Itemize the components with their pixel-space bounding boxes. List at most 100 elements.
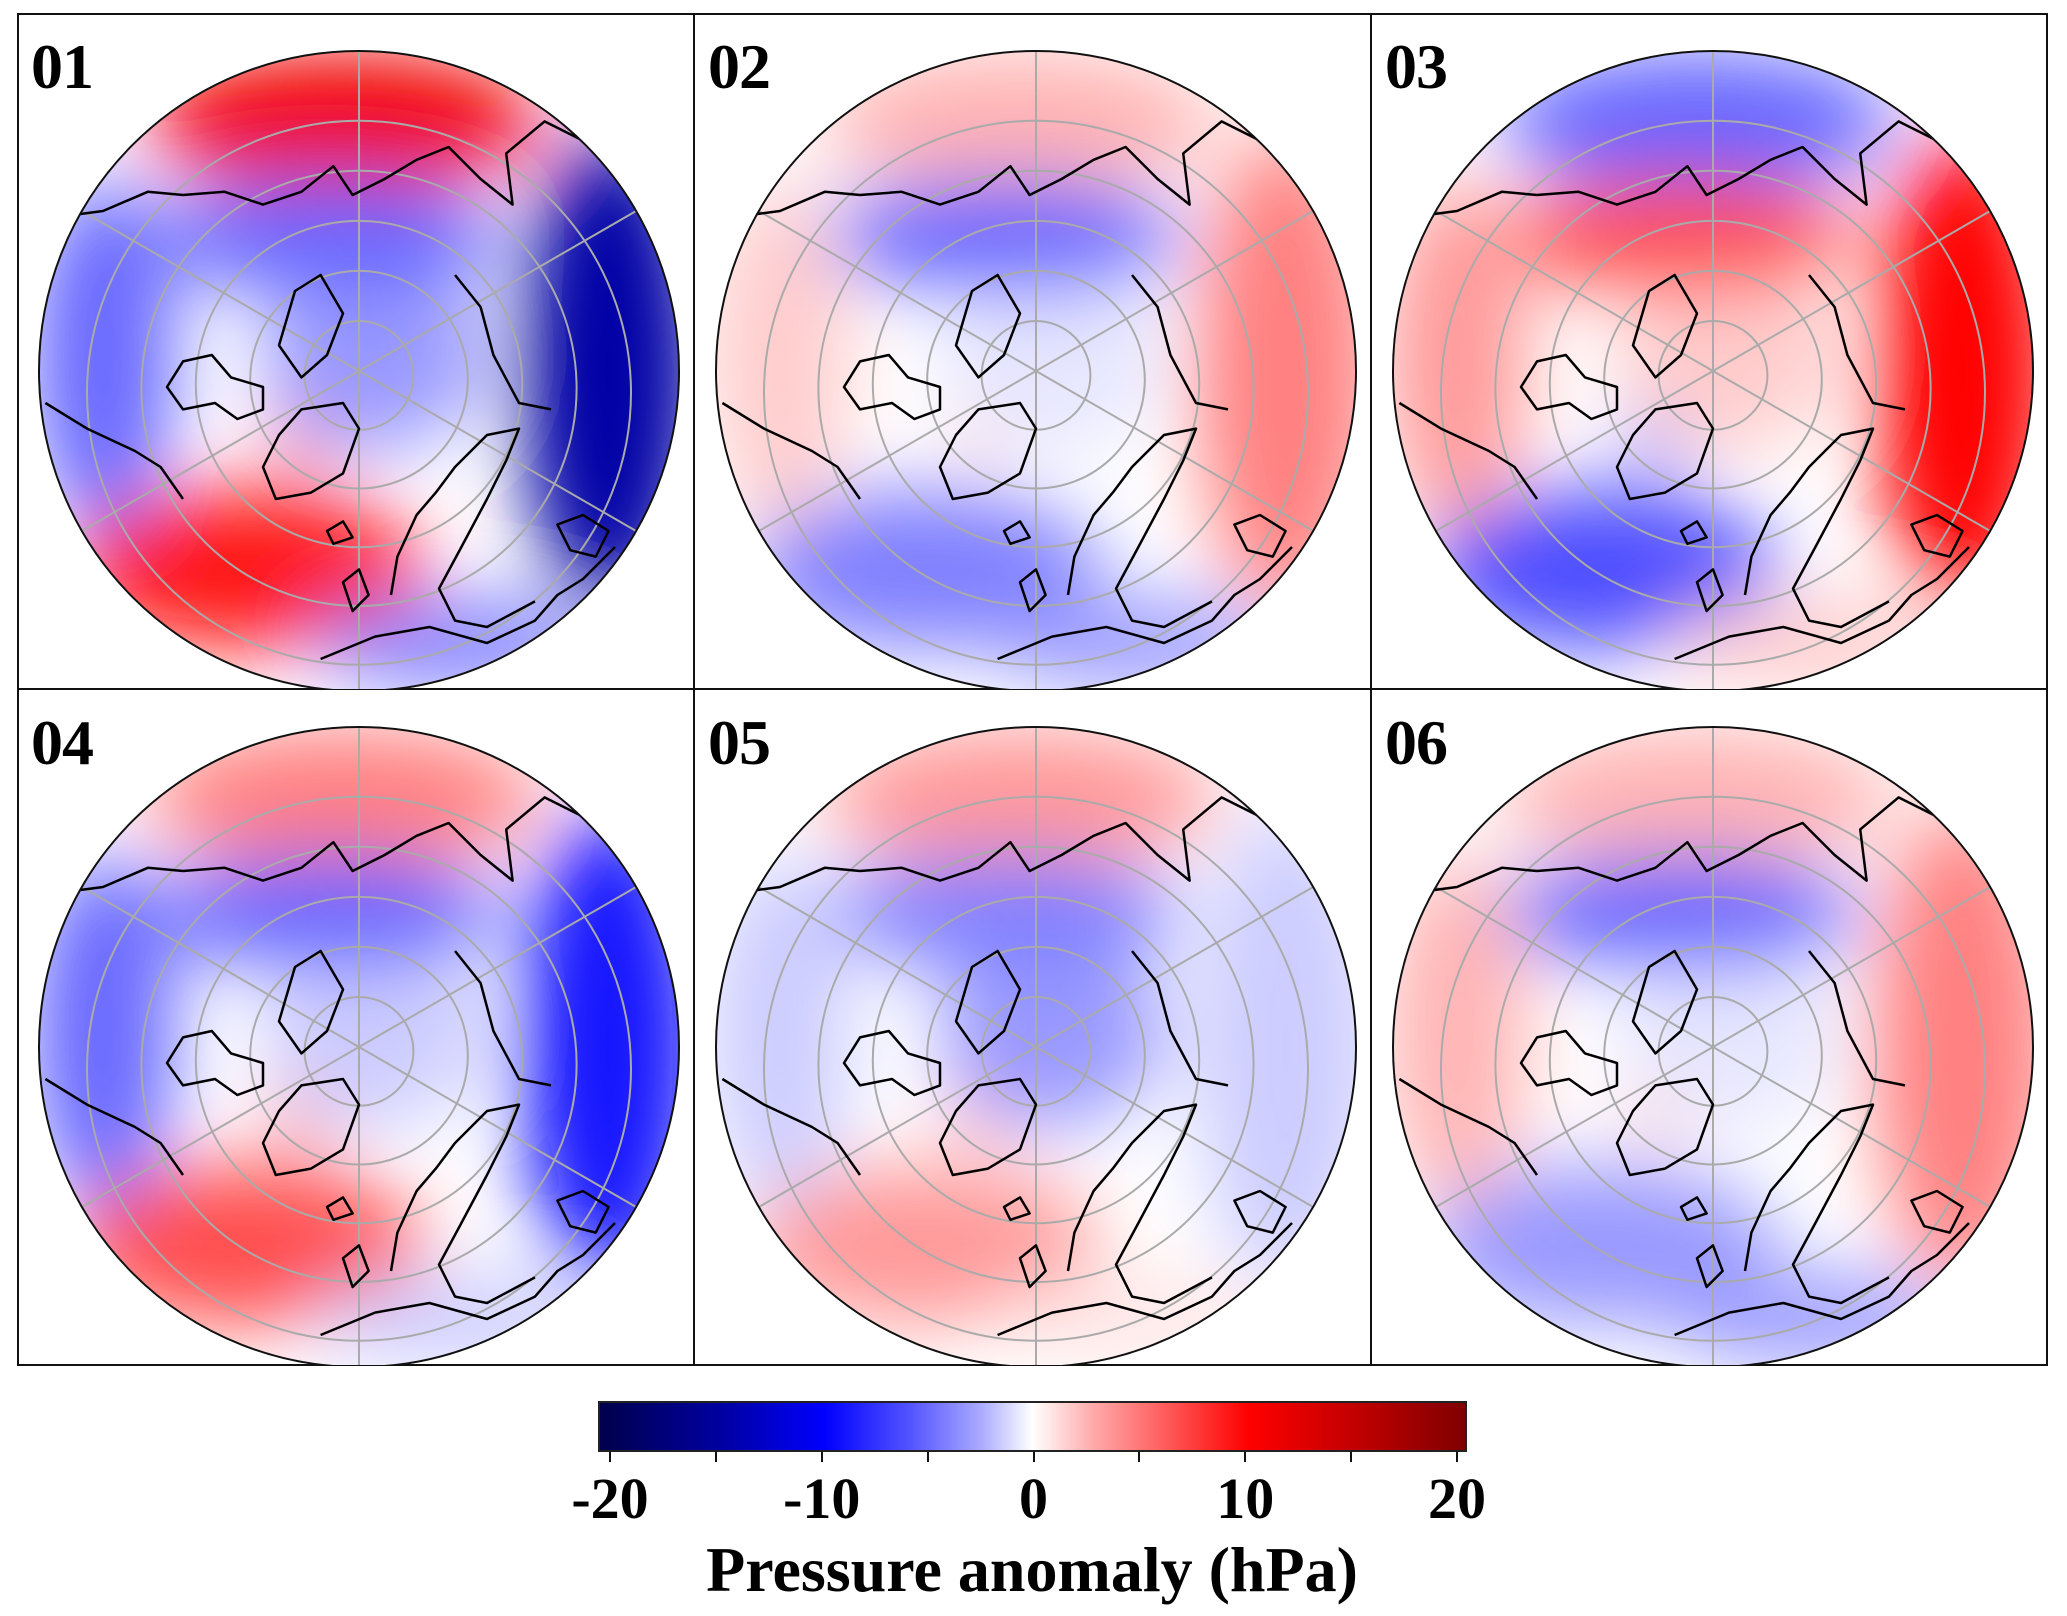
coastline <box>1066 427 1213 629</box>
meridian-line <box>1035 370 1328 540</box>
polar-map <box>715 726 1357 1365</box>
coastline <box>1398 1077 1539 1176</box>
coastline <box>842 353 942 421</box>
anomaly-region-europe-south <box>1665 1274 1953 1364</box>
anomaly-region-north-america <box>716 855 851 1207</box>
anomaly-region-north-atlantic <box>748 1165 1100 1326</box>
map-panel-06: 06 <box>1371 689 2048 1365</box>
colorbar-tick <box>926 1452 929 1462</box>
colorbar-tick <box>1138 1452 1141 1462</box>
coastline <box>165 353 265 421</box>
meridian-line <box>1035 202 1328 372</box>
coastline <box>1536 796 1938 882</box>
meridian-line <box>358 1046 651 1216</box>
anomaly-region-north-atlantic <box>1425 1165 1777 1326</box>
anomaly-region-eurasia-east <box>518 807 679 1287</box>
anomaly-region-north-america <box>39 855 174 1207</box>
coastline <box>997 546 1293 661</box>
anomaly-region-arctic <box>263 935 487 1127</box>
coastline <box>1519 353 1619 421</box>
panel-label: 05 <box>708 707 771 778</box>
anomaly-region-europe-south <box>988 598 1276 688</box>
coastline <box>1519 1029 1619 1097</box>
coastline <box>721 1077 862 1176</box>
panel-divider <box>17 688 2048 690</box>
anomaly-region-eurasia-east <box>1195 131 1356 611</box>
meridian-line <box>1421 202 1714 372</box>
anomaly-region-arctic <box>1617 259 1841 451</box>
meridian-line <box>744 370 1037 540</box>
coastline <box>1631 949 1699 1055</box>
anomaly-region-europe-south <box>311 598 599 688</box>
anomaly-region-arctic <box>940 259 1164 451</box>
polar-map <box>715 50 1357 689</box>
coastline <box>1066 1103 1213 1305</box>
anomaly-region-arctic <box>263 259 487 451</box>
coastline <box>389 1103 536 1305</box>
panel-label: 06 <box>1385 707 1448 778</box>
coastline <box>1233 513 1287 558</box>
colorbar-tick-label: -20 <box>571 1466 649 1531</box>
coastline <box>842 1029 942 1097</box>
coastline <box>859 120 1261 206</box>
meridian-line <box>1421 878 1714 1048</box>
map-panel-02: 02 <box>694 13 1371 689</box>
coastline <box>389 427 536 629</box>
anomaly-region-north-atlantic <box>1425 489 1777 650</box>
coastline <box>1695 568 1724 613</box>
anomaly-region-north-america <box>1393 855 1528 1207</box>
polar-map <box>38 726 680 1365</box>
coastline <box>954 273 1022 379</box>
anomaly-region-eurasia-east <box>1195 807 1356 1287</box>
meridian-line <box>67 202 360 372</box>
coastline <box>1398 401 1539 500</box>
anomaly-region-north-atlantic <box>71 1165 423 1326</box>
coastline <box>1631 273 1699 379</box>
coastline <box>997 1222 1293 1337</box>
coastline <box>320 1222 616 1337</box>
map-panel-03: 03 <box>1371 13 2048 689</box>
polar-map <box>1392 726 2034 1365</box>
meridian-line <box>1035 878 1328 1048</box>
coastline <box>325 1196 354 1222</box>
coastline <box>938 401 1038 501</box>
colorbar-tick <box>714 1452 717 1462</box>
meridian-line <box>1421 1046 1714 1216</box>
coastline <box>1536 120 1938 206</box>
coastline <box>954 949 1022 1055</box>
anomaly-region-eurasia-east <box>1872 807 2033 1287</box>
coastline <box>454 950 552 1087</box>
colorbar-tick-label: 0 <box>1019 1466 1048 1531</box>
meridian-line <box>358 878 651 1048</box>
meridian-line <box>1712 878 2005 1048</box>
coastline <box>1002 1196 1031 1222</box>
map-boundary <box>715 726 1357 1365</box>
coastline <box>277 273 345 379</box>
meridian-line <box>67 1046 360 1216</box>
polar-map <box>1392 50 2034 689</box>
anomaly-region-arctic <box>940 935 1164 1127</box>
coastline <box>1018 568 1047 613</box>
coastline <box>1679 1196 1708 1222</box>
coastline <box>1018 1244 1047 1289</box>
coastline <box>1674 546 1970 661</box>
coastline <box>261 1077 361 1177</box>
coastline <box>1808 274 1906 411</box>
anomaly-region-north-america <box>716 179 851 531</box>
coastline <box>1131 950 1229 1087</box>
coastline <box>556 1189 610 1234</box>
coastline <box>1743 1103 1890 1305</box>
colorbar-tick <box>1032 1452 1035 1462</box>
map-panel-04: 04 <box>17 689 694 1365</box>
coastline <box>277 949 345 1055</box>
coastline <box>44 401 185 500</box>
coastline <box>341 1244 370 1289</box>
colorbar-tick <box>609 1452 611 1462</box>
coastline <box>1002 520 1031 546</box>
colorbar-tick-label: 10 <box>1216 1466 1275 1531</box>
map-boundary <box>715 50 1357 689</box>
coastline <box>859 796 1261 882</box>
colorbar-tick-label: -10 <box>783 1466 861 1531</box>
colorbar-tick-label: 20 <box>1428 1466 1486 1531</box>
coastline <box>454 274 552 411</box>
